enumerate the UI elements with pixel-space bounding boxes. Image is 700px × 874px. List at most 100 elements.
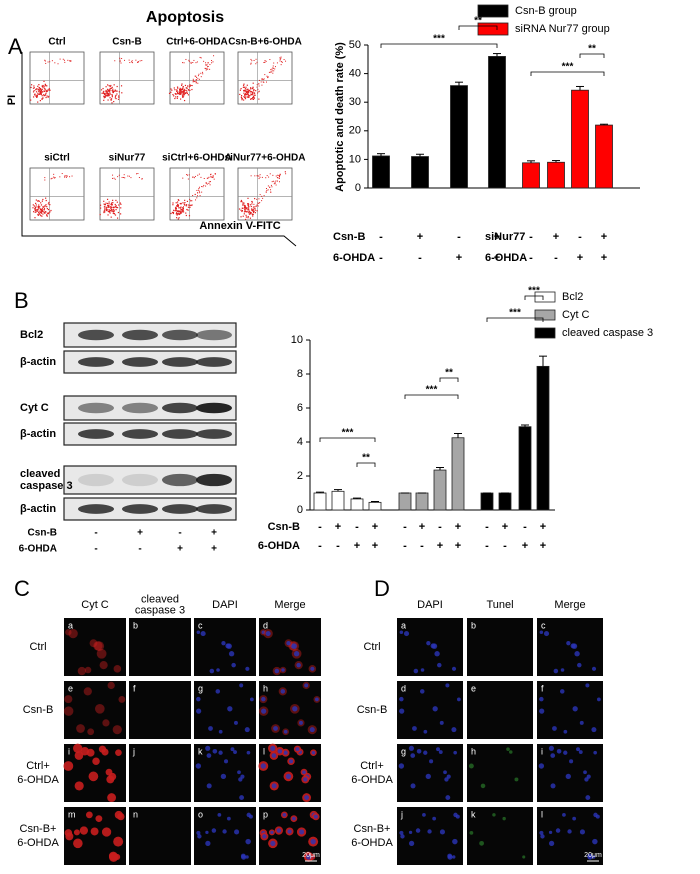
cell [113, 665, 122, 673]
condition-mark: - [523, 521, 527, 533]
condition-mark: + [553, 231, 559, 243]
dot [183, 206, 185, 208]
nucleus [270, 840, 276, 846]
column-header: DAPI [417, 599, 443, 611]
dot [45, 62, 47, 64]
y-tick-label: 2 [297, 470, 303, 482]
dot [38, 204, 40, 206]
cell [98, 745, 107, 753]
blot-band [122, 504, 158, 514]
dot [128, 175, 130, 177]
dot [32, 91, 35, 93]
dot [35, 91, 38, 93]
dot [106, 208, 108, 210]
nucleus [271, 783, 277, 789]
blot-band [78, 473, 114, 487]
dot [108, 204, 110, 207]
dot [107, 93, 110, 96]
nucleus [286, 641, 291, 646]
nucleus [593, 750, 597, 755]
dot [103, 95, 105, 98]
dot [105, 95, 107, 97]
dot [177, 201, 179, 203]
dot [39, 206, 41, 208]
dot [110, 207, 112, 210]
dot [113, 213, 116, 215]
cell [108, 852, 119, 862]
nucleus [233, 750, 237, 754]
dot [182, 62, 184, 64]
nucleus [408, 840, 415, 846]
error-bar [455, 81, 463, 86]
dot [111, 94, 113, 96]
dot [109, 85, 111, 88]
dot [258, 178, 260, 180]
nucleus [447, 854, 453, 860]
dot [247, 215, 249, 218]
condition-mark: - [418, 252, 422, 264]
dot [178, 93, 180, 95]
nucleus [585, 683, 590, 688]
dot [108, 206, 110, 208]
dot [271, 70, 273, 72]
dot [278, 175, 280, 177]
dot [253, 97, 256, 99]
dot [179, 212, 182, 214]
dot [108, 210, 110, 212]
dot [185, 205, 187, 207]
dot [176, 210, 178, 213]
significance-bracket [439, 377, 459, 382]
nucleus [592, 838, 598, 845]
micrograph [537, 807, 603, 865]
dot [198, 188, 200, 190]
dot [244, 89, 246, 91]
dot [113, 177, 115, 179]
tile-letter: m [68, 809, 76, 819]
dot [247, 93, 249, 95]
dot [43, 90, 45, 92]
dot [57, 63, 59, 65]
legend-swatch [477, 22, 509, 36]
dot [104, 93, 106, 95]
condition-mark: + [494, 231, 500, 243]
dot [38, 90, 40, 93]
dot [279, 60, 281, 62]
dot [109, 212, 111, 214]
dot [39, 213, 41, 216]
dot [44, 94, 46, 97]
dot [254, 209, 257, 211]
dot [197, 192, 199, 194]
dot [46, 212, 49, 214]
dot [249, 217, 252, 219]
dot [186, 174, 188, 176]
dot [37, 101, 39, 103]
dot [38, 88, 40, 90]
cell [85, 811, 93, 819]
dot [116, 90, 118, 92]
cell [115, 749, 122, 756]
dot [281, 61, 283, 63]
dot [285, 60, 287, 62]
dot [174, 92, 176, 95]
dot [108, 211, 110, 213]
significance-bracket [579, 53, 605, 58]
dot [64, 61, 66, 63]
dot [182, 96, 184, 98]
dot [186, 208, 188, 211]
nucleus [209, 668, 215, 674]
dot [99, 204, 102, 206]
cell [74, 781, 84, 791]
y-tick-label: 30 [349, 96, 361, 108]
dot [180, 91, 182, 93]
dot [208, 182, 210, 184]
column-header: DAPI [212, 599, 238, 611]
dot [37, 208, 39, 210]
tile-letter: b [133, 620, 138, 630]
dot [47, 96, 49, 98]
dot [102, 87, 104, 90]
nucleus [299, 829, 305, 835]
dot [239, 93, 241, 96]
dot [278, 181, 280, 183]
dot [182, 202, 184, 204]
dot [249, 91, 251, 93]
